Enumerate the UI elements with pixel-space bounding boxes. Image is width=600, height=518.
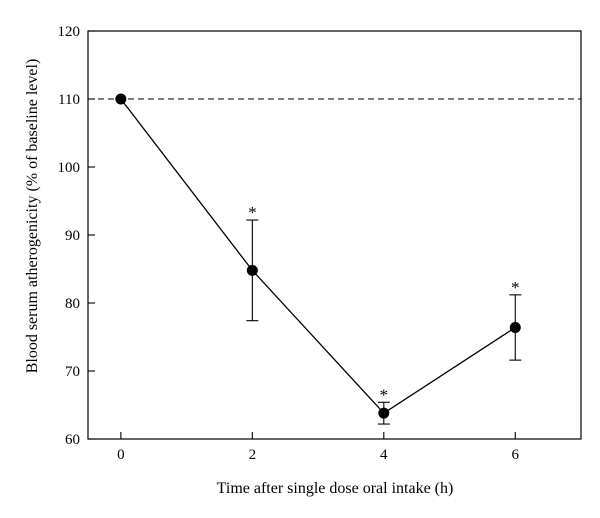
x-tick-label: 2 bbox=[249, 447, 257, 463]
significance-marker: * bbox=[511, 278, 520, 297]
y-tick-label: 60 bbox=[65, 432, 80, 448]
x-tick-label: 0 bbox=[117, 447, 125, 463]
y-tick-label: 120 bbox=[58, 24, 81, 40]
significance-marker: * bbox=[380, 385, 389, 404]
y-axis-ticks: 60 70 80 90 100 110 120 bbox=[58, 24, 95, 448]
y-tick-label: 80 bbox=[65, 296, 80, 312]
plot-frame bbox=[87, 30, 582, 440]
x-axis-label: Time after single dose oral intake (h) bbox=[217, 480, 454, 497]
significance-marker: * bbox=[248, 203, 257, 222]
x-axis-ticks: 0 2 4 6 bbox=[117, 432, 520, 463]
series-group: * * * bbox=[115, 93, 522, 425]
y-tick-label: 110 bbox=[58, 92, 80, 108]
data-point bbox=[246, 264, 258, 276]
x-tick-label: 4 bbox=[380, 447, 388, 463]
y-tick-label: 90 bbox=[65, 228, 80, 244]
data-point bbox=[509, 321, 521, 333]
data-point bbox=[115, 93, 127, 105]
y-tick-label: 70 bbox=[65, 364, 80, 380]
plot-area-border bbox=[87, 30, 582, 440]
x-tick-label: 6 bbox=[512, 447, 520, 463]
data-point bbox=[378, 407, 390, 419]
y-axis-label: Blood serum atherogenicity (% of baselin… bbox=[24, 59, 41, 374]
y-tick-label: 100 bbox=[58, 160, 81, 176]
series-line bbox=[120, 98, 516, 415]
